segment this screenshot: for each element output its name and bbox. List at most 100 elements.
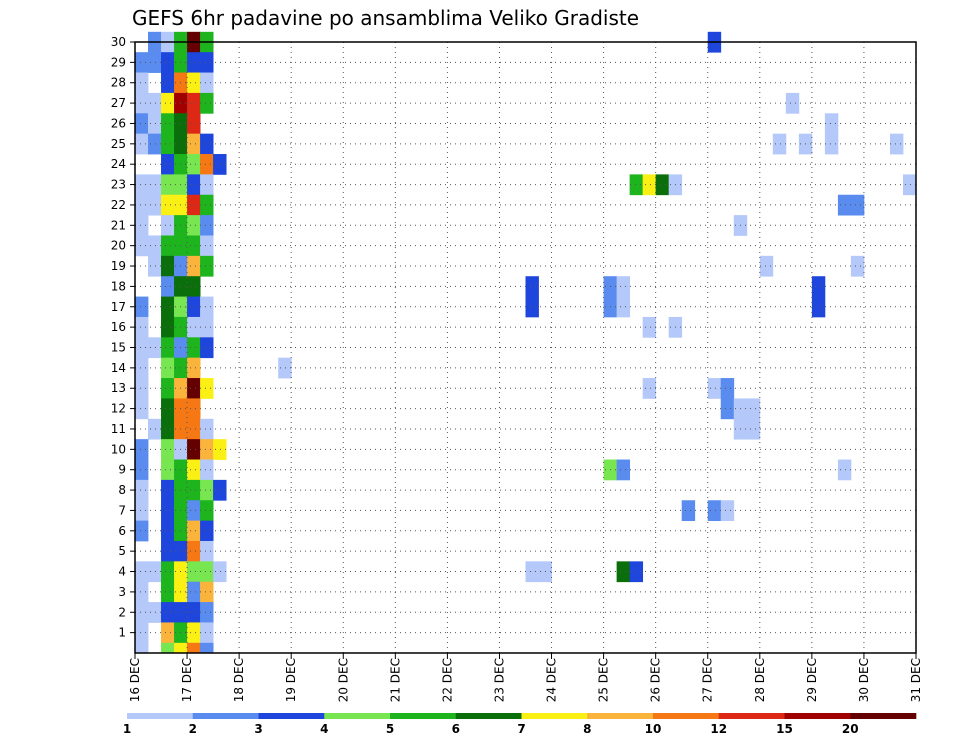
heatmap-cell	[135, 479, 149, 501]
heatmap-cell	[200, 622, 214, 644]
heatmap-cell	[200, 561, 214, 583]
heatmap-cell	[200, 133, 214, 155]
y-tick-label: 24	[111, 157, 126, 171]
heatmap-cell	[161, 439, 175, 460]
colorbar-swatch	[784, 713, 851, 719]
colorbar-label: 15	[776, 722, 793, 736]
heatmap-cell	[200, 581, 214, 603]
heatmap-cell	[187, 174, 201, 196]
heatmap-cell	[187, 194, 201, 216]
heatmap-cell	[161, 520, 175, 542]
colorbar-swatch	[653, 713, 720, 719]
heatmap-cell	[824, 113, 839, 135]
y-tick-label: 14	[111, 361, 126, 375]
heatmap-cell	[746, 398, 761, 420]
heatmap-cell	[707, 500, 722, 522]
y-axis: 1234567891011121314151617181920212223242…	[111, 35, 135, 640]
y-tick-label: 20	[111, 239, 126, 253]
heatmap-cell	[148, 194, 162, 216]
heatmap-cell	[902, 174, 917, 196]
heatmap-cell	[187, 215, 201, 236]
y-tick-label: 26	[111, 116, 126, 130]
chart-title: GEFS 6hr padavine po ansamblima Veliko G…	[132, 6, 640, 30]
heatmap-cell	[642, 316, 657, 338]
heatmap-cell	[187, 296, 201, 318]
heatmap-cell	[161, 357, 175, 379]
heatmap-cell	[135, 133, 149, 155]
y-tick-label: 22	[111, 198, 126, 212]
heatmap-cell	[135, 500, 149, 522]
heatmap-cells	[135, 31, 917, 654]
heatmap-cell	[148, 602, 162, 623]
colorbar-swatch	[455, 713, 522, 719]
heatmap-cell	[213, 439, 227, 460]
y-tick-label: 25	[111, 137, 126, 151]
y-tick-label: 28	[111, 76, 126, 90]
heatmap-cell	[161, 378, 175, 399]
heatmap-cell	[135, 215, 149, 236]
heatmap-cell	[135, 439, 149, 460]
heatmap-cell	[525, 276, 539, 297]
y-tick-label: 27	[111, 96, 126, 110]
heatmap-cell	[187, 439, 201, 460]
heatmap-cell	[616, 459, 631, 481]
y-tick-label: 18	[111, 279, 126, 293]
heatmap-cell	[187, 316, 201, 338]
y-tick-label: 3	[118, 585, 126, 599]
colorbar-swatch	[192, 713, 259, 719]
y-tick-label: 29	[111, 55, 126, 69]
heatmap-cell	[746, 418, 761, 440]
colorbar-swatch	[324, 713, 391, 719]
heatmap-cell	[161, 602, 175, 623]
heatmap-cell	[200, 92, 214, 114]
heatmap-cell	[187, 52, 201, 73]
heatmap-cell	[200, 540, 214, 562]
heatmap-cell	[772, 133, 787, 155]
x-tick-label: 31 DEC	[909, 658, 923, 702]
heatmap-cell	[200, 378, 214, 399]
heatmap-cell	[187, 113, 201, 135]
y-tick-label: 21	[111, 218, 126, 232]
colorbar: 1 2 3 4 5 6 7 8 10 12 15 20	[123, 713, 917, 736]
heatmap-cell	[200, 154, 214, 175]
heatmap-cell	[200, 316, 214, 338]
y-tick-label: 12	[111, 402, 126, 416]
heatmap-cell	[187, 540, 201, 562]
heatmap-cell	[200, 52, 214, 73]
heatmap-cell	[837, 459, 852, 481]
heatmap-cell	[200, 215, 214, 236]
x-tick-label: 28 DEC	[753, 658, 767, 702]
heatmap-cell	[629, 174, 644, 196]
heatmap-cell	[148, 255, 162, 277]
heatmap-cell	[213, 154, 227, 175]
heatmap-cell	[187, 133, 201, 155]
x-tick-label: 29 DEC	[805, 658, 819, 702]
heatmap-cell	[200, 459, 214, 481]
heatmap-cell	[187, 398, 201, 420]
heatmap-cell	[850, 255, 865, 277]
x-tick-label: 17 DEC	[180, 658, 194, 702]
heatmap-cell	[200, 296, 214, 318]
heatmap-cell	[161, 398, 175, 420]
heatmap-cell	[135, 194, 149, 216]
heatmap-cell	[161, 133, 175, 155]
colorbar-label: 7	[517, 722, 525, 736]
x-tick-label: 30 DEC	[857, 658, 871, 702]
heatmap-cell	[200, 194, 214, 216]
x-tick-label: 20 DEC	[336, 658, 350, 702]
heatmap-cell	[135, 357, 149, 379]
heatmap-cell	[161, 418, 175, 440]
heatmap-cell	[161, 500, 175, 522]
heatmap-cell	[187, 561, 201, 583]
heatmap-cell	[148, 337, 162, 359]
y-tick-label: 5	[118, 544, 126, 558]
y-tick-label: 30	[111, 35, 126, 49]
heatmap-cell	[161, 113, 175, 135]
heatmap-cell	[187, 642, 201, 654]
heatmap-cell	[187, 154, 201, 175]
y-tick-label: 6	[118, 524, 126, 538]
heatmap-cell	[200, 520, 214, 542]
heatmap-cell	[161, 316, 175, 338]
colorbar-label: 12	[710, 722, 727, 736]
y-tick-label: 9	[118, 463, 126, 477]
